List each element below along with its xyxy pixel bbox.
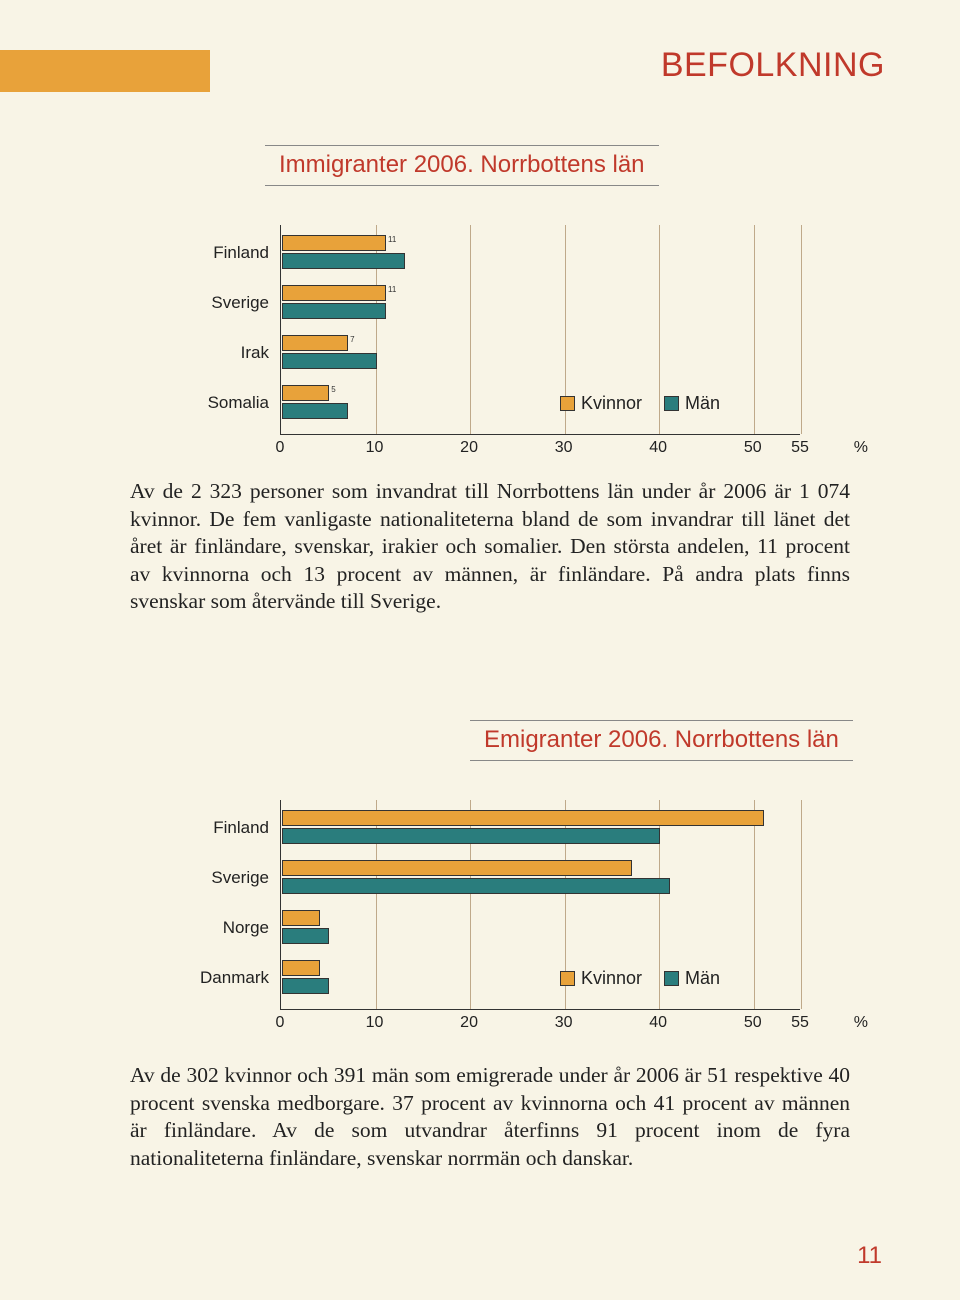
chart1-x-unit: % <box>854 439 868 457</box>
legend-men-label: Män <box>685 393 720 413</box>
paragraph-1: Av de 2 323 personer som invandrat till … <box>130 478 850 616</box>
swatch-women <box>560 396 575 411</box>
x-tick: 50 <box>744 439 762 457</box>
bar-category-label: Irak <box>241 343 269 363</box>
swatch-men <box>664 396 679 411</box>
bar-category-label: Finland <box>213 818 269 838</box>
bar-category-label: Danmark <box>200 968 269 988</box>
bar-category-label: Somalia <box>208 393 269 413</box>
x-tick: 50 <box>744 1014 762 1032</box>
legend-women-label: Kvinnor <box>581 968 642 988</box>
x-tick: 30 <box>555 1014 573 1032</box>
bar-category-label: Norge <box>223 918 269 938</box>
x-tick: 10 <box>366 1014 384 1032</box>
chart1-plot: Finland11Sverige11Irak7Somalia5 <box>280 225 800 435</box>
legend-women-label: Kvinnor <box>581 393 642 413</box>
legend-women: Kvinnor <box>560 968 642 989</box>
chart2-title: Emigranter 2006. Norrbottens län <box>470 720 853 761</box>
chart1-title: Immigranter 2006. Norrbottens län <box>265 145 659 186</box>
bar-women: 7 <box>282 335 348 351</box>
x-tick: 30 <box>555 439 573 457</box>
bar-women: 5 <box>282 385 329 401</box>
x-tick: 40 <box>649 1014 667 1032</box>
bar-women <box>282 860 632 876</box>
chart1-xaxis: % 0102030405055 <box>280 435 840 461</box>
bar-value-women: 11 <box>388 235 396 244</box>
bar-men <box>282 303 386 319</box>
swatch-women <box>560 971 575 986</box>
swatch-men <box>664 971 679 986</box>
page-header-title: BEFOLKNING <box>661 46 885 85</box>
bar-category-label: Sverige <box>211 868 269 888</box>
legend-women: Kvinnor <box>560 393 642 414</box>
chart2-xaxis: % 0102030405055 <box>280 1010 840 1036</box>
chart2-x-unit: % <box>854 1014 868 1032</box>
chart1-legend: Kvinnor Män <box>560 393 720 414</box>
bar-women <box>282 910 320 926</box>
grid-line <box>754 800 755 1009</box>
paragraph-2: Av de 302 kvinnor och 391 män som emigre… <box>130 1062 850 1172</box>
legend-men-label: Män <box>685 968 720 988</box>
chart2-legend: Kvinnor Män <box>560 968 720 989</box>
chart2-plot: FinlandSverigeNorgeDanmark <box>280 800 800 1010</box>
x-tick: 55 <box>791 1014 809 1032</box>
grid-line <box>754 225 755 434</box>
x-tick: 20 <box>460 1014 478 1032</box>
grid-line <box>801 225 802 434</box>
x-tick: 20 <box>460 439 478 457</box>
x-tick: 10 <box>366 439 384 457</box>
bar-women: 11 <box>282 235 386 251</box>
legend-men: Män <box>664 968 720 989</box>
chart-immigrants: Finland11Sverige11Irak7Somalia5 % 010203… <box>160 225 840 461</box>
bar-category-label: Finland <box>213 243 269 263</box>
grid-line <box>470 225 471 434</box>
bar-men <box>282 828 660 844</box>
page-number: 11 <box>857 1242 882 1270</box>
chart-emigrants: FinlandSverigeNorgeDanmark % 01020304050… <box>160 800 840 1036</box>
bar-men <box>282 878 670 894</box>
bar-value-women: 7 <box>350 335 354 344</box>
header-accent-bar <box>0 50 210 92</box>
bar-women: 11 <box>282 285 386 301</box>
bar-women <box>282 810 764 826</box>
legend-men: Män <box>664 393 720 414</box>
bar-value-women: 11 <box>388 285 396 294</box>
bar-men <box>282 253 405 269</box>
bar-men <box>282 978 329 994</box>
bar-men <box>282 403 348 419</box>
bar-women <box>282 960 320 976</box>
x-tick: 0 <box>276 1014 285 1032</box>
grid-line <box>801 800 802 1009</box>
bar-men <box>282 353 377 369</box>
bar-category-label: Sverige <box>211 293 269 313</box>
bar-value-women: 5 <box>331 385 335 394</box>
x-tick: 40 <box>649 439 667 457</box>
x-tick: 0 <box>276 439 285 457</box>
bar-men <box>282 928 329 944</box>
x-tick: 55 <box>791 439 809 457</box>
